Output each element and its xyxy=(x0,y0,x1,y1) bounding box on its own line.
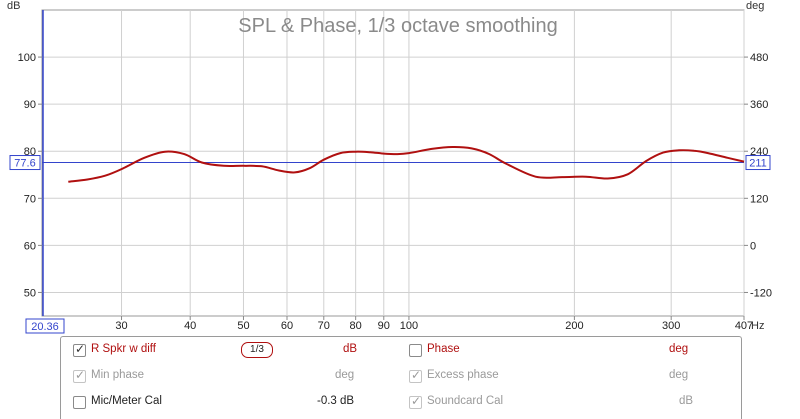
x-tick-label: 300 xyxy=(662,320,680,332)
x-tick-label: 60 xyxy=(281,320,293,332)
excess-phase-checkbox[interactable] xyxy=(409,368,422,383)
x-tick-label: 90 xyxy=(378,320,390,332)
x-tick-label: 40 xyxy=(184,320,196,332)
mic-cal-value: -0.3 dB xyxy=(317,395,355,407)
soundcard-cal-checkbox[interactable] xyxy=(409,394,422,409)
spl-series-label: R Spkr w diff xyxy=(91,343,156,355)
y-right-tick-label: -120 xyxy=(750,287,772,299)
cursor-y-left-label: 77.6 xyxy=(14,158,35,170)
legend-row-cal: Mic/Meter Cal -0.3 dB Soundcard Cal dB xyxy=(61,391,741,413)
x-tick-label: 50 xyxy=(237,320,249,332)
min-phase-unit: deg xyxy=(335,369,355,381)
y-right-tick-label: 360 xyxy=(750,99,768,111)
y-right-tick-label: 120 xyxy=(750,193,768,205)
soundcard-cal-unit: dB xyxy=(679,395,694,407)
soundcard-cal-label: Soundcard Cal xyxy=(427,395,504,407)
series-layer xyxy=(68,145,745,183)
y-right-tick-label: 0 xyxy=(750,240,756,252)
excess-phase-unit: deg xyxy=(669,369,689,381)
axis-ticks: 30 40 50 60 70 80 90 100 200 300 4075060708090100-… xyxy=(18,52,772,332)
y-left-tick-label: 60 xyxy=(24,240,36,252)
spl-phase-chart[interactable]: SPL & Phase, 1/3 octave smoothing dB deg… xyxy=(0,0,800,336)
mic-cal-checkbox[interactable] xyxy=(73,396,86,409)
min-phase-label: Min phase xyxy=(91,369,145,381)
legend-row-spl: R Spkr w diff 1/3 dB Phase deg xyxy=(61,339,741,361)
x-axis-unit: Hz xyxy=(751,320,764,332)
y-left-tick-label: 100 xyxy=(18,52,36,64)
y-left-tick-label: 70 xyxy=(24,193,36,205)
x-tick-label: 70 xyxy=(318,320,330,332)
x-tick-label: 407 xyxy=(735,320,753,332)
cursor-y-left-box xyxy=(9,155,41,171)
x-tick-label: 100 xyxy=(400,320,418,332)
smoothing-selector[interactable]: 1/3 xyxy=(241,342,273,358)
right-axis-unit: deg xyxy=(746,0,764,12)
phase-unit: deg xyxy=(669,343,689,355)
cursor-x-box xyxy=(25,318,65,334)
left-axis-unit: dB xyxy=(7,0,20,12)
legend-panel: R Spkr w diff 1/3 dB Phase deg Min phase… xyxy=(60,336,742,419)
mic-cal-label: Mic/Meter Cal xyxy=(91,395,162,407)
spl-unit: dB xyxy=(343,343,358,355)
x-tick-label: 30 xyxy=(115,320,127,332)
legend-row-minphase: Min phase deg Excess phase deg xyxy=(61,365,741,387)
phase-label: Phase xyxy=(427,343,460,355)
excess-phase-label: Excess phase xyxy=(427,369,499,381)
chart-title: SPL & Phase, 1/3 octave smoothing xyxy=(238,15,557,37)
spl-series-line xyxy=(68,145,745,183)
spl-checkbox[interactable] xyxy=(73,342,86,357)
cursor[interactable]: 77.6 211 20.36 xyxy=(9,10,771,334)
cursor-y-right-label: 211 xyxy=(749,158,767,170)
y-left-tick-label: 90 xyxy=(24,99,36,111)
phase-checkbox[interactable] xyxy=(409,344,422,357)
x-tick-label: 200 xyxy=(565,320,583,332)
min-phase-checkbox[interactable] xyxy=(73,368,86,383)
y-right-tick-label: 480 xyxy=(750,52,768,64)
y-left-tick-label: 50 xyxy=(24,287,36,299)
cursor-y-right-box xyxy=(745,155,771,171)
cursor-x-label: 20.36 xyxy=(31,321,59,333)
x-tick-label: 80 xyxy=(350,320,362,332)
